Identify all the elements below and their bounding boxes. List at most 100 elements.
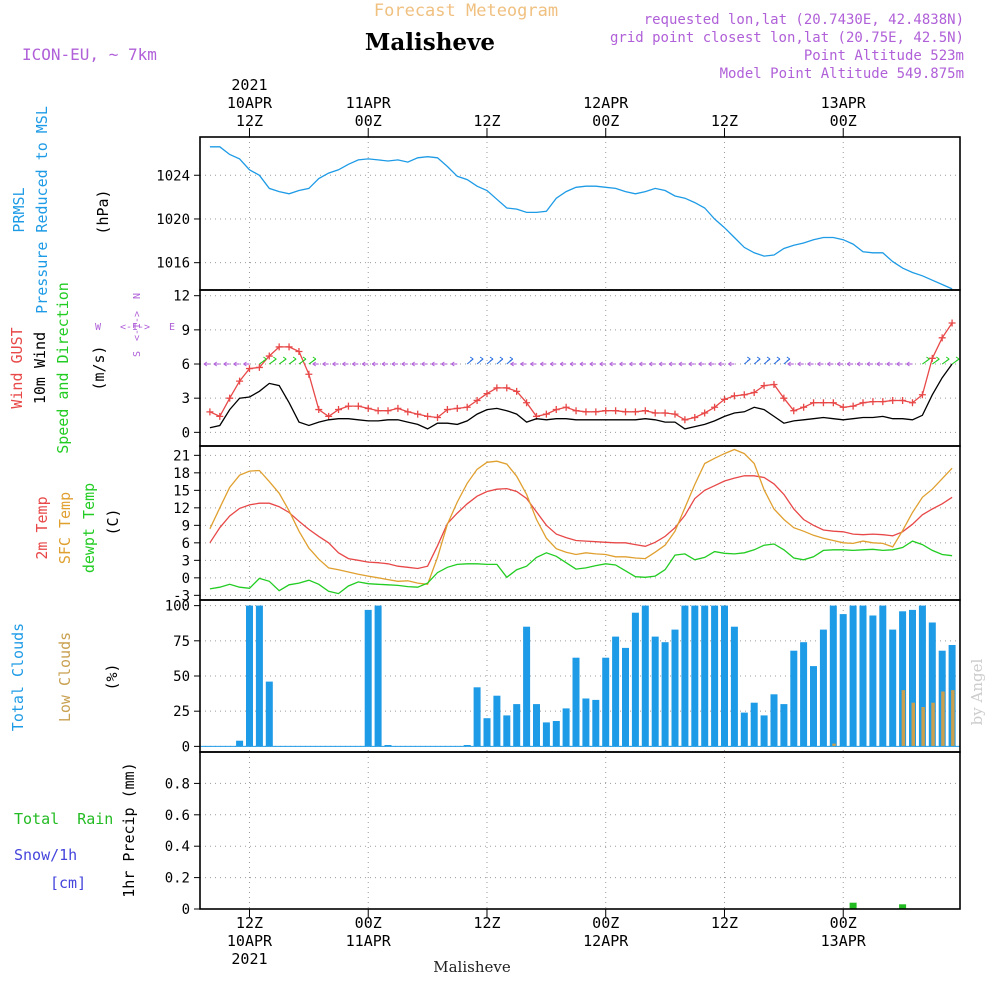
- gust-marker: [384, 407, 392, 415]
- total-cloud-bar: [691, 605, 699, 747]
- gust-marker: [285, 343, 293, 351]
- wind-arrow-head: [282, 356, 287, 362]
- rain-bar: [849, 902, 857, 909]
- total-cloud-bar: [740, 712, 748, 747]
- wind-arrow-head: [469, 356, 474, 362]
- gust-marker: [255, 363, 263, 371]
- total-cloud-bar: [463, 745, 471, 747]
- gust-marker: [879, 398, 887, 406]
- wind-arrow-head: [579, 361, 584, 367]
- credit-text: by Angel: [968, 658, 986, 725]
- total-cloud-bar: [473, 687, 481, 747]
- gust-marker: [730, 392, 738, 400]
- total-cloud-bar: [671, 629, 679, 747]
- gust-marker: [859, 399, 867, 407]
- gust-marker: [760, 382, 768, 390]
- gust-marker: [909, 399, 916, 407]
- wind-arrow-head: [746, 356, 751, 362]
- total-cloud-bar: [928, 622, 936, 747]
- total-cloud-bar: [730, 626, 738, 747]
- wind-arrow-head: [263, 356, 267, 362]
- gust-marker: [295, 347, 303, 355]
- compass-n: N: [132, 293, 143, 299]
- total-cloud-bar: [533, 704, 540, 747]
- total-cloud-bar: [236, 740, 244, 747]
- total-cloud-bar: [483, 718, 491, 747]
- total-cloud-bar: [829, 605, 837, 747]
- low-cloud-bar: [921, 707, 925, 747]
- total-cloud-bar: [542, 722, 550, 747]
- panel-frame: [199, 445, 961, 601]
- gust-marker: [453, 404, 461, 412]
- wind-arrow-head: [786, 356, 791, 362]
- time-label-bottom: 12APR: [583, 932, 629, 950]
- wind-arrow-head: [955, 356, 960, 362]
- wind-arrow-head: [352, 361, 356, 367]
- gust-marker: [701, 409, 709, 417]
- wind-label: Wind GUST 10m Wind Speed and Direction (…: [8, 282, 175, 454]
- pressure-unit: (hPa): [94, 189, 112, 234]
- tick-label-y: 3: [182, 391, 190, 407]
- t2m-label: 2m Temp: [33, 496, 51, 559]
- model-altitude: Model Point Altitude 549.875m: [720, 66, 964, 82]
- gust-marker: [226, 394, 234, 402]
- gust-marker: [819, 399, 827, 407]
- total-cloud-bar: [711, 605, 719, 747]
- gust-marker: [513, 387, 521, 395]
- wind-arrow-head: [817, 361, 821, 367]
- wind-arrow-head: [441, 361, 445, 367]
- time-label-top: 12Z: [473, 112, 500, 130]
- wind-arrow-head: [549, 361, 554, 367]
- total-cloud-bar: [760, 715, 768, 747]
- total-cloud-bar: [889, 629, 897, 747]
- wind-arrow-head: [876, 361, 881, 367]
- time-label-top: 2021: [231, 76, 267, 94]
- time-label-bottom: 12Z: [711, 914, 738, 932]
- gust-marker: [305, 370, 313, 378]
- wind-arrow-head: [322, 361, 326, 367]
- wind-arrow-head: [243, 361, 247, 367]
- total-cloud-bar: [641, 605, 649, 747]
- time-label-bottom: 10APR: [227, 932, 273, 950]
- series-line-pressure: [209, 146, 953, 290]
- time-label-bottom: 12Z: [473, 914, 500, 932]
- total-cloud-bar: [918, 605, 926, 747]
- series-line-2m-temp: [209, 475, 953, 570]
- gust-marker: [245, 365, 253, 373]
- total-cloud-bar: [839, 614, 847, 747]
- gust-marker: [899, 396, 907, 404]
- total-cloud-bar: [582, 698, 590, 747]
- compass-s: S: [132, 351, 143, 357]
- gust-marker: [315, 406, 323, 414]
- cloud-label: Total Clouds Low Clouds (%): [9, 623, 121, 731]
- gust-marker: [483, 390, 491, 398]
- tick-label-y: 1024: [156, 168, 190, 184]
- tick-label-y: 0.8: [165, 776, 190, 792]
- total-cloud-bar: [879, 605, 887, 747]
- temp-label: 2m Temp SFC Temp dewpt Temp (C): [33, 483, 122, 573]
- wind-arrow-head: [540, 361, 544, 367]
- tick-label-y: 3: [182, 553, 190, 569]
- wind-arrow-head: [678, 361, 683, 367]
- tick-label-y: 0.2: [165, 871, 190, 887]
- gust-marker: [849, 402, 857, 410]
- tick-label-y: 15: [173, 483, 190, 499]
- series-line-10m-wind: [209, 363, 953, 430]
- tick-label-y: 12: [173, 501, 190, 517]
- gust-marker: [839, 403, 847, 411]
- total-cloud-bar: [800, 642, 808, 747]
- wind-arrow-head: [629, 361, 633, 367]
- wind10-label: 10m Wind: [31, 332, 49, 404]
- tick-label-y: 25: [173, 704, 190, 720]
- gust-marker: [562, 403, 570, 411]
- wind-unit: (m/s): [90, 345, 108, 390]
- tick-label-y: 18: [173, 466, 190, 482]
- tick-label-y: 12: [173, 289, 190, 305]
- wind-arrow-head: [846, 361, 851, 367]
- total-cloud-bar: [622, 647, 629, 747]
- gust-marker: [434, 414, 441, 422]
- gust-marker: [335, 406, 343, 414]
- gust-marker: [829, 399, 837, 407]
- tick-label-y: -3: [173, 588, 190, 604]
- tick-label-y: 0: [182, 425, 190, 441]
